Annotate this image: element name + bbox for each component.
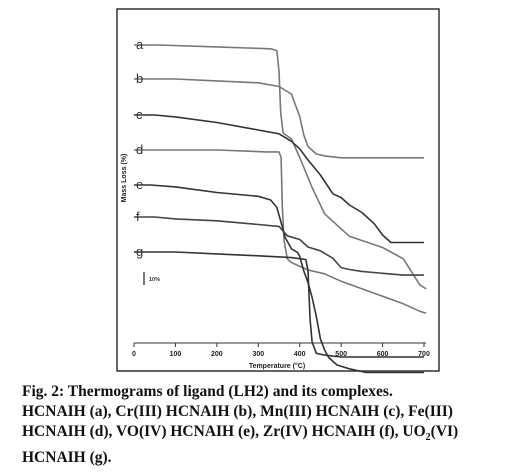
series-line-e (134, 184, 424, 374)
caption-line-4: HCNAIH (g). (22, 449, 112, 467)
curve-label-c: c (136, 107, 143, 122)
caption-line-3-text: HCNAIH (d), VO(IV) HCNAIH (e), Zr(IV) HC… (22, 423, 426, 440)
curve-label-a: a (136, 37, 144, 52)
curve-label-e: e (136, 177, 143, 192)
caption-line-3-suffix: (VI) (430, 423, 459, 440)
x-tick-label: 700 (418, 351, 430, 358)
curve-label-d: d (136, 142, 143, 157)
thermogram-chart: 0 100 200 300 400 500 600 700 a b c d e f g 10% Tempe… (116, 8, 440, 374)
x-axis-label: Temperature (°C) (249, 362, 305, 370)
curve-label-f: f (136, 209, 140, 224)
caption-line-2: HCNAIH (a), Cr(III) HCNAIH (b), Mn(III) … (22, 403, 453, 420)
curve-label-g: g (136, 244, 143, 259)
y-axis-label: Mass Loss (%) (121, 154, 128, 203)
curve-labels: a b c d e f g (136, 37, 144, 259)
x-tick-label: 300 (252, 351, 264, 358)
caption-line-3-subscript: 2 (425, 432, 431, 444)
series-line-b (134, 78, 424, 159)
scale-bar: 10% (143, 272, 160, 285)
scale-bar-label: 10% (149, 277, 160, 283)
series-line-c (134, 114, 424, 244)
series-line-f (134, 216, 424, 276)
caption-line-1: Fig. 2: Thermograms of ligand (LH2) and … (22, 383, 393, 400)
series-line-a (134, 44, 427, 290)
series-group (134, 44, 427, 374)
series-line-d (134, 149, 427, 314)
x-tick-label: 600 (377, 351, 389, 358)
x-tick-label: 500 (335, 351, 347, 358)
x-tick-label: 400 (294, 351, 306, 358)
x-tick-label: 0 (132, 351, 136, 358)
caption-line-3: HCNAIH (d), VO(IV) HCNAIH (e), Zr(IV) HC… (22, 422, 522, 448)
figure-caption: Fig. 2: Thermograms of ligand (LH2) and … (22, 382, 522, 468)
x-axis-ticks: 0 100 200 300 400 500 600 700 (132, 343, 430, 358)
x-tick-label: 200 (211, 351, 223, 358)
series-line-g (134, 251, 424, 358)
plot-frame (116, 8, 440, 372)
x-tick-label: 100 (170, 351, 182, 358)
curve-label-b: b (136, 71, 143, 86)
